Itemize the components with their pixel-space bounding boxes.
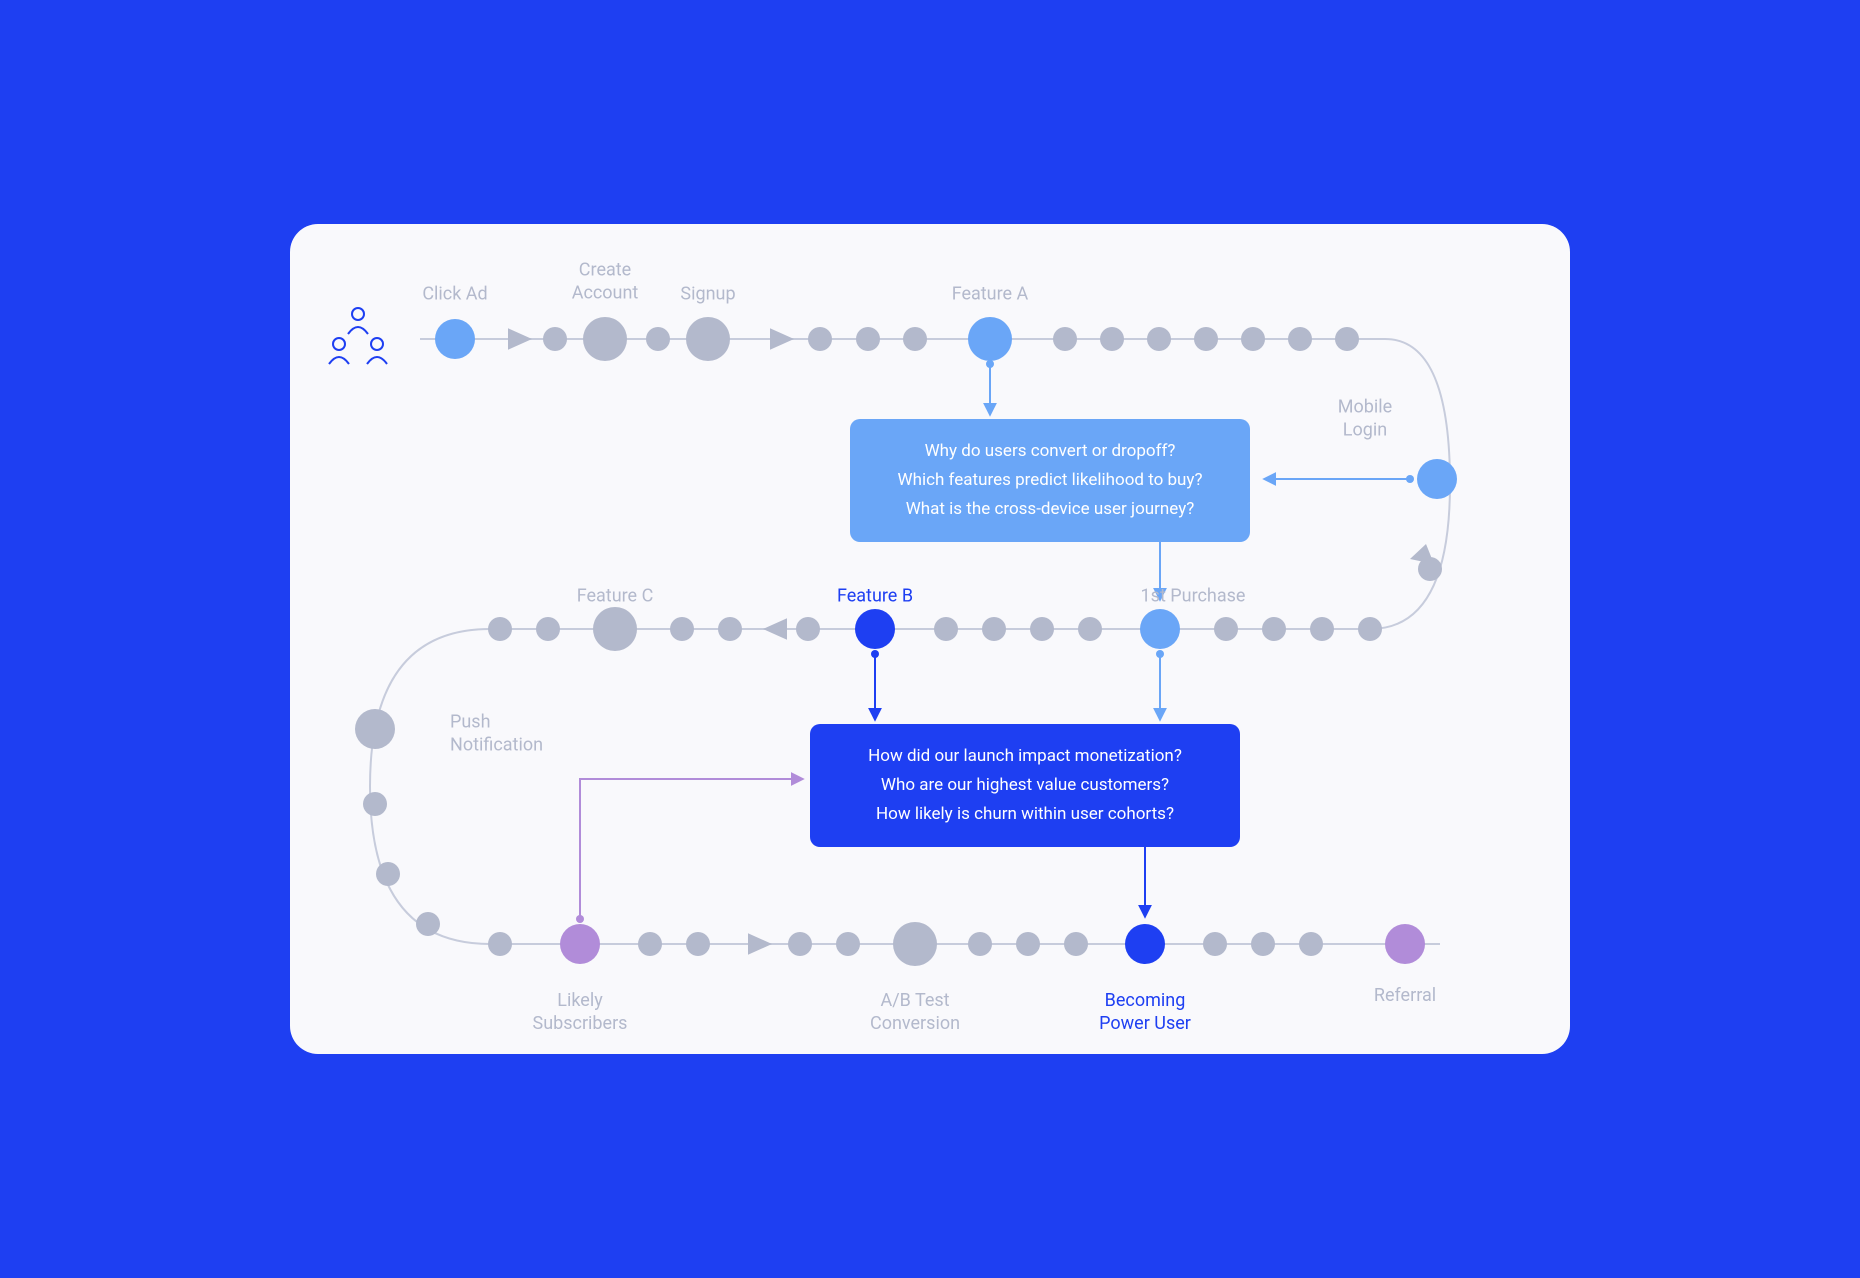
label-push_notif: Push Notification <box>450 711 543 758</box>
callout2: How did our launch impact monetization?W… <box>810 724 1240 847</box>
callout1-line-0: Why do users convert or dropoff? <box>882 437 1218 466</box>
label-likely_subs: Likely Subscribers <box>533 989 628 1036</box>
label-feature_c: Feature C <box>577 584 654 607</box>
label-feature_b: Feature B <box>837 584 913 607</box>
label-create_account: Create Account <box>572 259 639 306</box>
label-ab_test: A/B Test Conversion <box>870 989 960 1036</box>
label-feature_a: Feature A <box>952 282 1029 305</box>
label-power_user: Becoming Power User <box>1099 989 1191 1036</box>
label-click_ad: Click Ad <box>422 282 487 305</box>
label-mobile_login: Mobile Login <box>1338 396 1392 443</box>
callout2-line-0: How did our launch impact monetization? <box>842 742 1208 771</box>
callout1-line-2: What is the cross-device user journey? <box>882 495 1218 524</box>
callout2-line-1: Who are our highest value customers? <box>842 771 1208 800</box>
svg-layer <box>290 224 1570 1054</box>
diagram-canvas: Click Ad Create Account Signup Feature A Mob… <box>290 224 1570 1054</box>
callout2-line-2: How likely is churn within user cohorts? <box>842 800 1208 829</box>
label-referral: Referral <box>1374 984 1436 1007</box>
callout1-line-1: Which features predict likelihood to buy… <box>882 466 1218 495</box>
callout1: Why do users convert or dropoff?Which fe… <box>850 419 1250 542</box>
label-first_purchase: 1st Purchase <box>1141 584 1246 607</box>
label-signup: Signup <box>680 282 735 305</box>
